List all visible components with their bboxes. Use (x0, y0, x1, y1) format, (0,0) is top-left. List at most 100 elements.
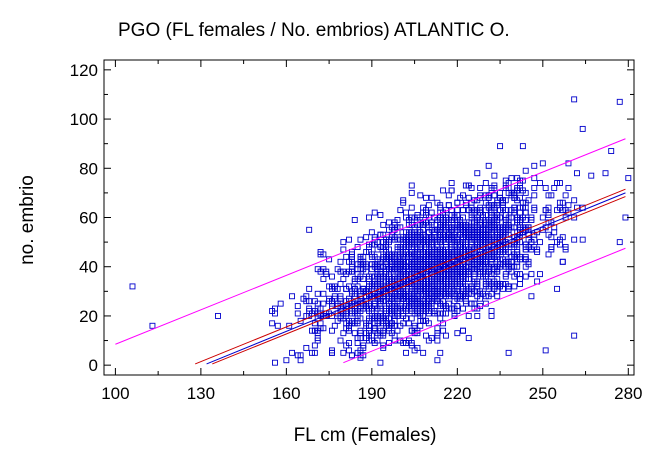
data-point (357, 327, 364, 334)
data-point (397, 303, 404, 310)
data-point (434, 310, 441, 317)
data-point (539, 160, 546, 167)
data-point (337, 280, 344, 287)
data-points (129, 96, 632, 366)
data-point (531, 185, 538, 191)
data-point (468, 249, 475, 255)
data-point (437, 315, 444, 322)
data-point (374, 239, 381, 246)
data-point (574, 170, 580, 177)
data-point (303, 344, 310, 351)
data-point (348, 320, 355, 327)
data-point (391, 219, 398, 226)
data-point (517, 217, 523, 223)
data-point (400, 236, 407, 243)
data-point (423, 207, 429, 214)
data-point (460, 305, 466, 312)
data-point (272, 359, 278, 366)
data-point (411, 295, 418, 302)
data-point (465, 194, 472, 201)
data-point (499, 249, 506, 255)
data-point (502, 271, 509, 278)
data-point (337, 293, 344, 300)
data-point (571, 197, 578, 204)
y-tick-label: 60 (79, 209, 98, 228)
data-point (482, 266, 489, 273)
x-tick-label: 250 (529, 384, 557, 403)
data-point (397, 207, 404, 214)
data-point (485, 241, 492, 248)
data-point (388, 258, 395, 265)
data-point (320, 290, 327, 297)
data-point (377, 315, 384, 322)
data-point (440, 280, 447, 287)
data-point (571, 214, 578, 221)
data-point (488, 231, 495, 238)
data-point (434, 256, 441, 263)
data-point (303, 298, 310, 305)
data-point (491, 285, 498, 292)
data-point (497, 189, 504, 196)
data-point (442, 332, 449, 339)
data-point (508, 175, 515, 182)
data-point (388, 320, 395, 327)
data-point (485, 162, 492, 169)
data-point (423, 251, 429, 258)
data-point (423, 332, 429, 339)
data-point (460, 234, 466, 241)
data-point (331, 322, 338, 329)
data-point (542, 347, 549, 354)
data-point (340, 276, 347, 282)
data-point (269, 320, 276, 327)
data-point (408, 204, 415, 211)
data-point (522, 253, 529, 260)
data-point (482, 293, 489, 300)
data-point (445, 202, 452, 209)
data-point (454, 273, 461, 280)
y-tick-label: 120 (70, 61, 98, 80)
data-point (417, 258, 424, 265)
data-point (482, 221, 489, 228)
y-tick-label: 40 (79, 258, 98, 277)
data-point (502, 231, 509, 238)
data-point (405, 229, 412, 236)
data-point (348, 352, 355, 359)
data-point (437, 246, 444, 253)
data-point (565, 209, 572, 216)
data-point (494, 212, 501, 218)
data-point (531, 162, 538, 169)
data-point (363, 234, 370, 241)
data-point (383, 253, 390, 260)
data-point (579, 236, 586, 243)
data-point (357, 253, 364, 260)
data-point (531, 207, 538, 214)
data-point (346, 347, 353, 354)
data-point (562, 244, 569, 250)
axis-ticks: 100 130 160 190 220 250 280 0 20 40 60 80 100 120 (70, 60, 642, 403)
data-point (474, 214, 481, 221)
x-tick-label: 280 (614, 384, 642, 403)
data-point (559, 258, 566, 265)
data-point (385, 226, 392, 233)
data-point (334, 310, 341, 317)
data-point (354, 340, 361, 346)
data-point (505, 349, 512, 356)
x-tick-label: 130 (187, 384, 215, 403)
data-point (579, 125, 586, 132)
data-point (437, 236, 444, 243)
data-point (471, 280, 478, 287)
data-point (360, 344, 367, 351)
data-point (289, 349, 296, 356)
data-point (565, 160, 572, 167)
data-point (351, 330, 358, 337)
data-point (314, 266, 321, 273)
data-point (408, 221, 415, 228)
data-point (385, 271, 392, 278)
data-point (488, 261, 495, 268)
data-point (485, 202, 492, 209)
data-point (371, 312, 378, 319)
data-point (337, 337, 344, 344)
confidence-band-lower-line (212, 196, 626, 365)
data-point (371, 340, 378, 346)
data-point (343, 253, 350, 260)
